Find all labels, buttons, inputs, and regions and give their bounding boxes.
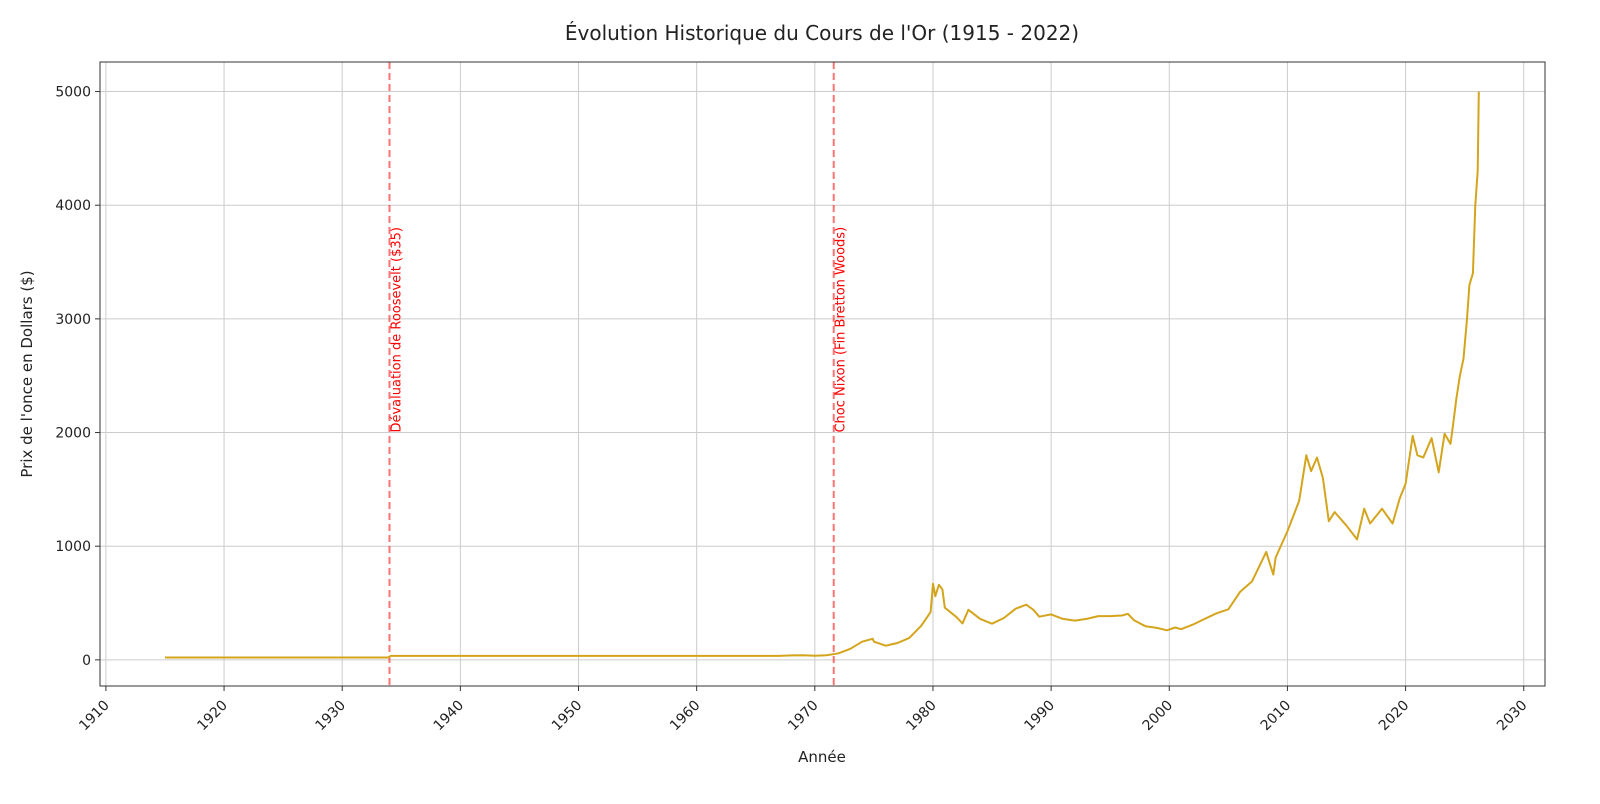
y-tick-label: 5000	[55, 85, 91, 101]
event-label: Choc Nixon (Fin Bretton Woods)	[834, 227, 849, 433]
gold-price-line	[165, 91, 1480, 659]
x-tick-label: 1950	[549, 698, 586, 735]
chart-title: Évolution Historique du Cours de l'Or (1…	[565, 21, 1079, 45]
plot-frame	[99, 61, 1546, 687]
x-axis-label: Année	[798, 748, 846, 766]
x-tick-label: 2020	[1376, 698, 1413, 735]
x-tick-label: 1970	[785, 698, 822, 735]
y-tick-label: 0	[82, 653, 91, 669]
x-tick-label: 1910	[76, 698, 113, 735]
x-tick-label: 2030	[1494, 698, 1531, 735]
y-tick-label: 1000	[55, 539, 91, 555]
y-tick-label: 3000	[55, 312, 91, 328]
y-tick-label: 4000	[55, 198, 91, 214]
plot-marks: Dévaluation de Roosevelt ($35) Choc Nixon…	[165, 62, 1480, 686]
y-tick-label: 2000	[55, 426, 91, 442]
grid	[100, 62, 1545, 686]
x-tick-label: 2010	[1258, 698, 1295, 735]
x-tick-label: 1930	[313, 698, 350, 735]
x-tick-label: 2000	[1140, 698, 1177, 735]
event-label: Dévaluation de Roosevelt ($35)	[389, 227, 404, 433]
y-axis-label: Prix de l'once en Dollars ($)	[18, 270, 36, 477]
x-tick-label: 1960	[667, 698, 704, 735]
axis-ticks: 1910 1920 1930 1940 1950 1960 1970 1980 1990 2000…	[55, 85, 1530, 734]
x-tick-label: 1940	[431, 698, 468, 735]
x-tick-label: 1990	[1021, 698, 1058, 735]
x-tick-label: 1980	[903, 698, 940, 735]
x-tick-label: 1920	[194, 698, 231, 735]
